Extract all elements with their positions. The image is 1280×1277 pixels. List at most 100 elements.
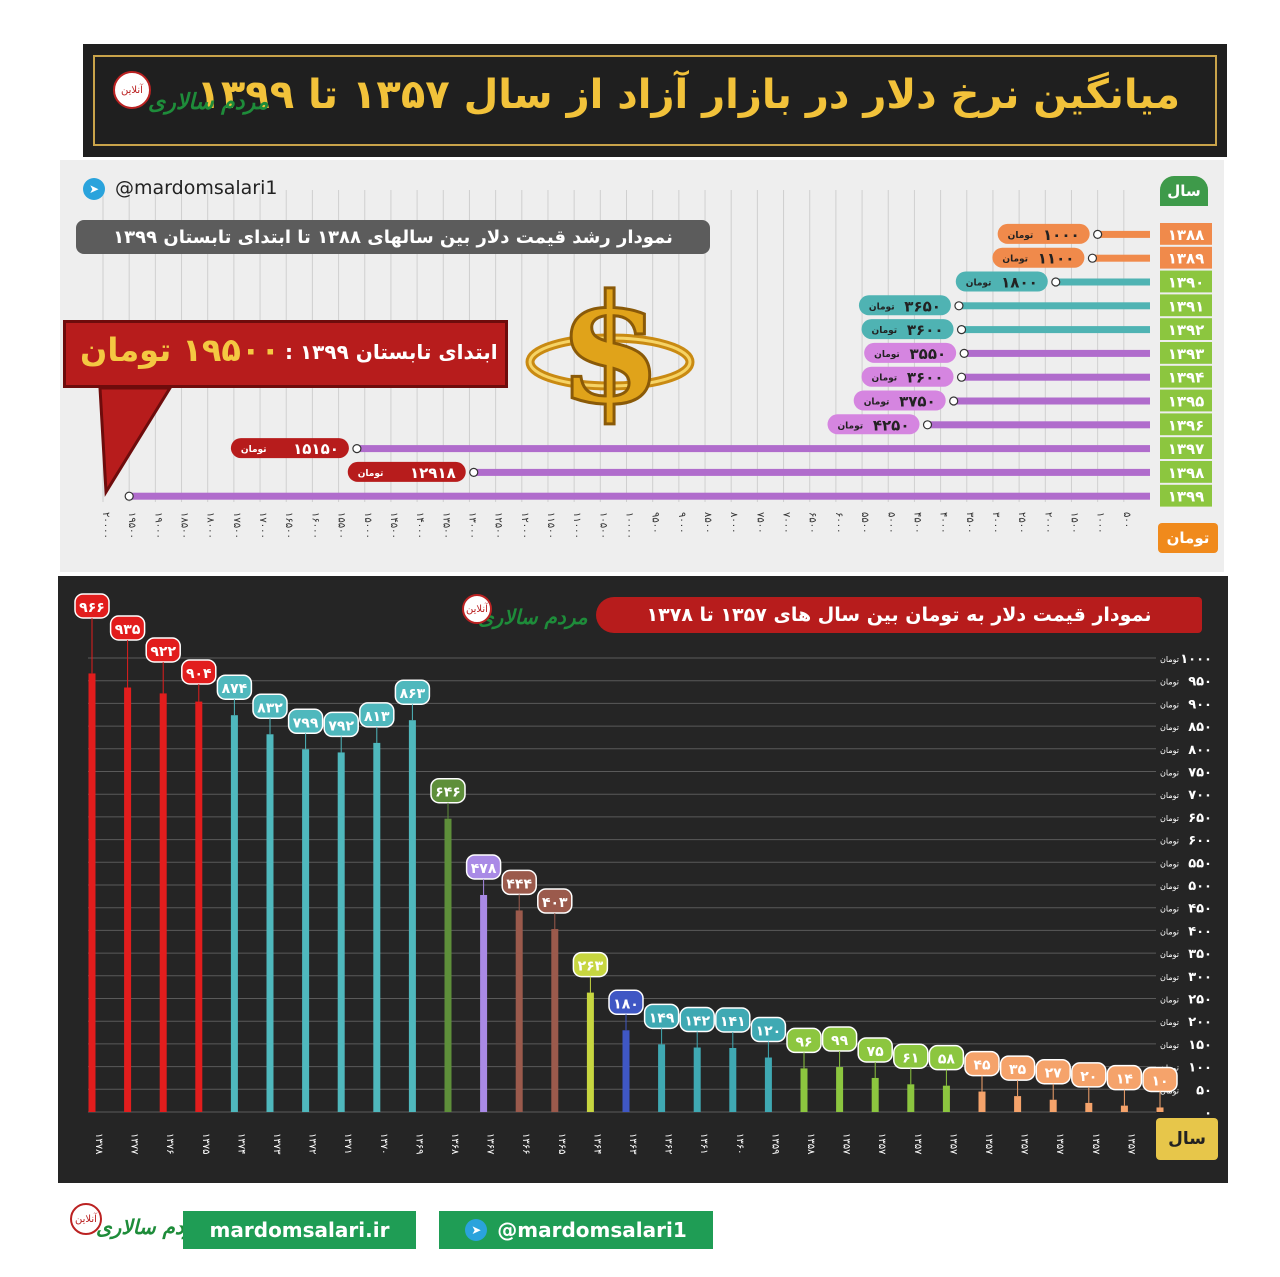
x-tick-label: ۱۳۵۰۰ xyxy=(440,512,451,539)
value-label: ۹۲۲ xyxy=(150,644,176,660)
bottom-brand-badge: آنلاین xyxy=(462,594,492,624)
bar xyxy=(693,1047,701,1112)
y-tick-unit: تومان xyxy=(1160,882,1179,891)
bar xyxy=(480,894,488,1112)
x-tick-label: ۱۲۰۰۰ xyxy=(519,512,530,539)
year-label: ۱۳۹۲ xyxy=(1168,321,1205,339)
y-tick-label: ۱۵۰ xyxy=(1188,1038,1212,1053)
bar xyxy=(764,1057,772,1112)
x-tick-label: ۱۳۵۹ xyxy=(769,1133,780,1154)
brand-logo-text: مردم سالاری xyxy=(148,90,269,115)
value-label: ۱۲۹۱۸ xyxy=(410,464,456,482)
x-tick-label: ۱۸۵۰۰ xyxy=(179,512,190,539)
bar-marker xyxy=(1087,253,1098,263)
y-tick-unit: تومان xyxy=(1160,859,1179,868)
bar xyxy=(1014,1096,1022,1112)
x-tick-label: ۱۳۵۷ xyxy=(983,1133,994,1155)
y-tick-label: ۹۵۰ xyxy=(1188,675,1212,690)
bar xyxy=(302,749,310,1112)
value-badge xyxy=(857,1037,893,1063)
bar xyxy=(1156,1107,1164,1112)
x-tick-label: ۱۳۷۲ xyxy=(307,1133,318,1154)
bar xyxy=(658,1044,666,1112)
value-unit: تومان xyxy=(1008,231,1034,241)
value-label: ۴۷۸ xyxy=(471,861,497,877)
x-tick-label: ۱۵۵۰۰ xyxy=(336,512,347,539)
bar-marker xyxy=(954,301,964,311)
value-label: ۷۹۲ xyxy=(328,718,354,734)
x-tick-label: ۱۳۶۴ xyxy=(591,1133,602,1154)
footer-telegram-link[interactable]: ➤ @mardomsalari1 xyxy=(439,1211,713,1249)
y-tick-unit: تومان xyxy=(1160,905,1179,914)
year-cell xyxy=(1160,461,1212,483)
bar-marker xyxy=(922,420,933,430)
growth-chart: ۵۰۰ ۱۰۰۰ ۱۵۰۰ ۲۰۰۰ ۲۵۰۰ ۳۰۰۰ ۳۵۰۰ ۴۰۰۰ ۴۵۰۰ ۵۰۰۰ ۵… xyxy=(100,190,1212,539)
x-tick-label: ۱۳۵۸ xyxy=(805,1133,816,1155)
year-label: ۱۳۹۶ xyxy=(1168,416,1205,434)
value-pill xyxy=(997,223,1090,244)
value-label: ۹۹ xyxy=(831,1033,849,1049)
y-tick-unit: تومان xyxy=(1160,723,1179,732)
bar xyxy=(958,302,1150,310)
x-tick-label: ۱۴۰۰۰ xyxy=(414,512,425,539)
x-tick-label: ۴۰۰۰ xyxy=(938,512,949,533)
value-label: ۳۵۵۰ xyxy=(910,345,947,363)
callout-value: ۱۹۵۰۰ تومان xyxy=(80,331,281,369)
x-tick-label: ۱۹۰۰۰ xyxy=(152,512,163,539)
bar xyxy=(927,421,1150,429)
value-label: ۱۰ xyxy=(1151,1073,1168,1089)
footer-brand-badge: آنلاین xyxy=(70,1203,102,1235)
x-tick-label: ۲۵۰۰ xyxy=(1016,512,1027,533)
value-unit: تومان xyxy=(1002,255,1028,265)
bar xyxy=(907,1084,915,1112)
y-tick-label: ۵۰۰ xyxy=(1188,879,1212,894)
x-tick-label: ۵۰۰۰ xyxy=(885,512,896,533)
value-label: ۳۶۰۰ xyxy=(907,321,944,339)
bar-marker xyxy=(959,348,969,358)
bar xyxy=(373,742,381,1112)
y-tick-unit: تومان xyxy=(1160,769,1179,778)
value-pill xyxy=(955,271,1048,292)
x-tick-label: ۱۳۵۷ xyxy=(1019,1133,1030,1155)
x-tick-label: ۱۳۶۹ xyxy=(413,1133,424,1154)
value-pill xyxy=(347,461,466,482)
value-badge xyxy=(821,1026,858,1052)
bar-marker xyxy=(352,444,362,454)
x-tick-label: ۷۵۰۰ xyxy=(754,512,765,533)
y-tick-unit: تومان xyxy=(1160,655,1179,664)
x-tick-label: ۱۶۵۰۰ xyxy=(283,512,294,539)
footer-website-link[interactable]: mardomsalari.ir xyxy=(183,1211,416,1249)
value-pill xyxy=(992,247,1085,268)
telegram-handle: @mardomsalari1 xyxy=(115,177,278,199)
x-tick-label: ۲۰۰۰ xyxy=(1042,512,1053,533)
x-tick-label: ۹۵۰۰ xyxy=(650,512,661,533)
x-tick-label: ۹۰۰۰ xyxy=(676,512,687,533)
x-tick-label: ۱۰۰۰۰ xyxy=(624,512,635,539)
bar xyxy=(942,1085,950,1112)
y-tick-label: ۱۰۰ xyxy=(1188,1061,1212,1076)
y-tick-label: ۸۵۰ xyxy=(1188,720,1212,735)
y-tick-unit: تومان xyxy=(1160,996,1179,1005)
bar xyxy=(961,326,1150,334)
x-tick-label: ۵۵۰۰ xyxy=(859,512,870,533)
value-label: ۱۴۹ xyxy=(649,1010,675,1026)
value-unit: تومان xyxy=(874,350,900,360)
value-badge xyxy=(928,1044,965,1071)
value-label: ۳۶۰۰ xyxy=(907,369,944,387)
bar xyxy=(1085,1102,1093,1112)
x-tick-label: ۱۳۷۱ xyxy=(342,1133,353,1154)
value-label: ۱۴۱ xyxy=(720,1014,746,1030)
x-tick-label: ۱۳۷۷ xyxy=(129,1133,140,1155)
bar xyxy=(444,818,452,1112)
value-label: ۴۵ xyxy=(973,1058,991,1074)
y-tick-unit: تومان xyxy=(1160,746,1179,755)
bar xyxy=(836,1067,844,1112)
value-label: ۸۳۲ xyxy=(257,700,283,716)
y-tick-unit: تومان xyxy=(1160,791,1179,800)
value-label: ۷۹۹ xyxy=(293,715,319,731)
x-tick-label: ۱۹۵۰۰ xyxy=(126,512,137,539)
year-label: ۱۳۹۷ xyxy=(1168,440,1205,458)
y-tick-unit: تومان xyxy=(1160,678,1179,687)
year-cell xyxy=(1160,389,1212,412)
value-pill xyxy=(861,366,954,387)
